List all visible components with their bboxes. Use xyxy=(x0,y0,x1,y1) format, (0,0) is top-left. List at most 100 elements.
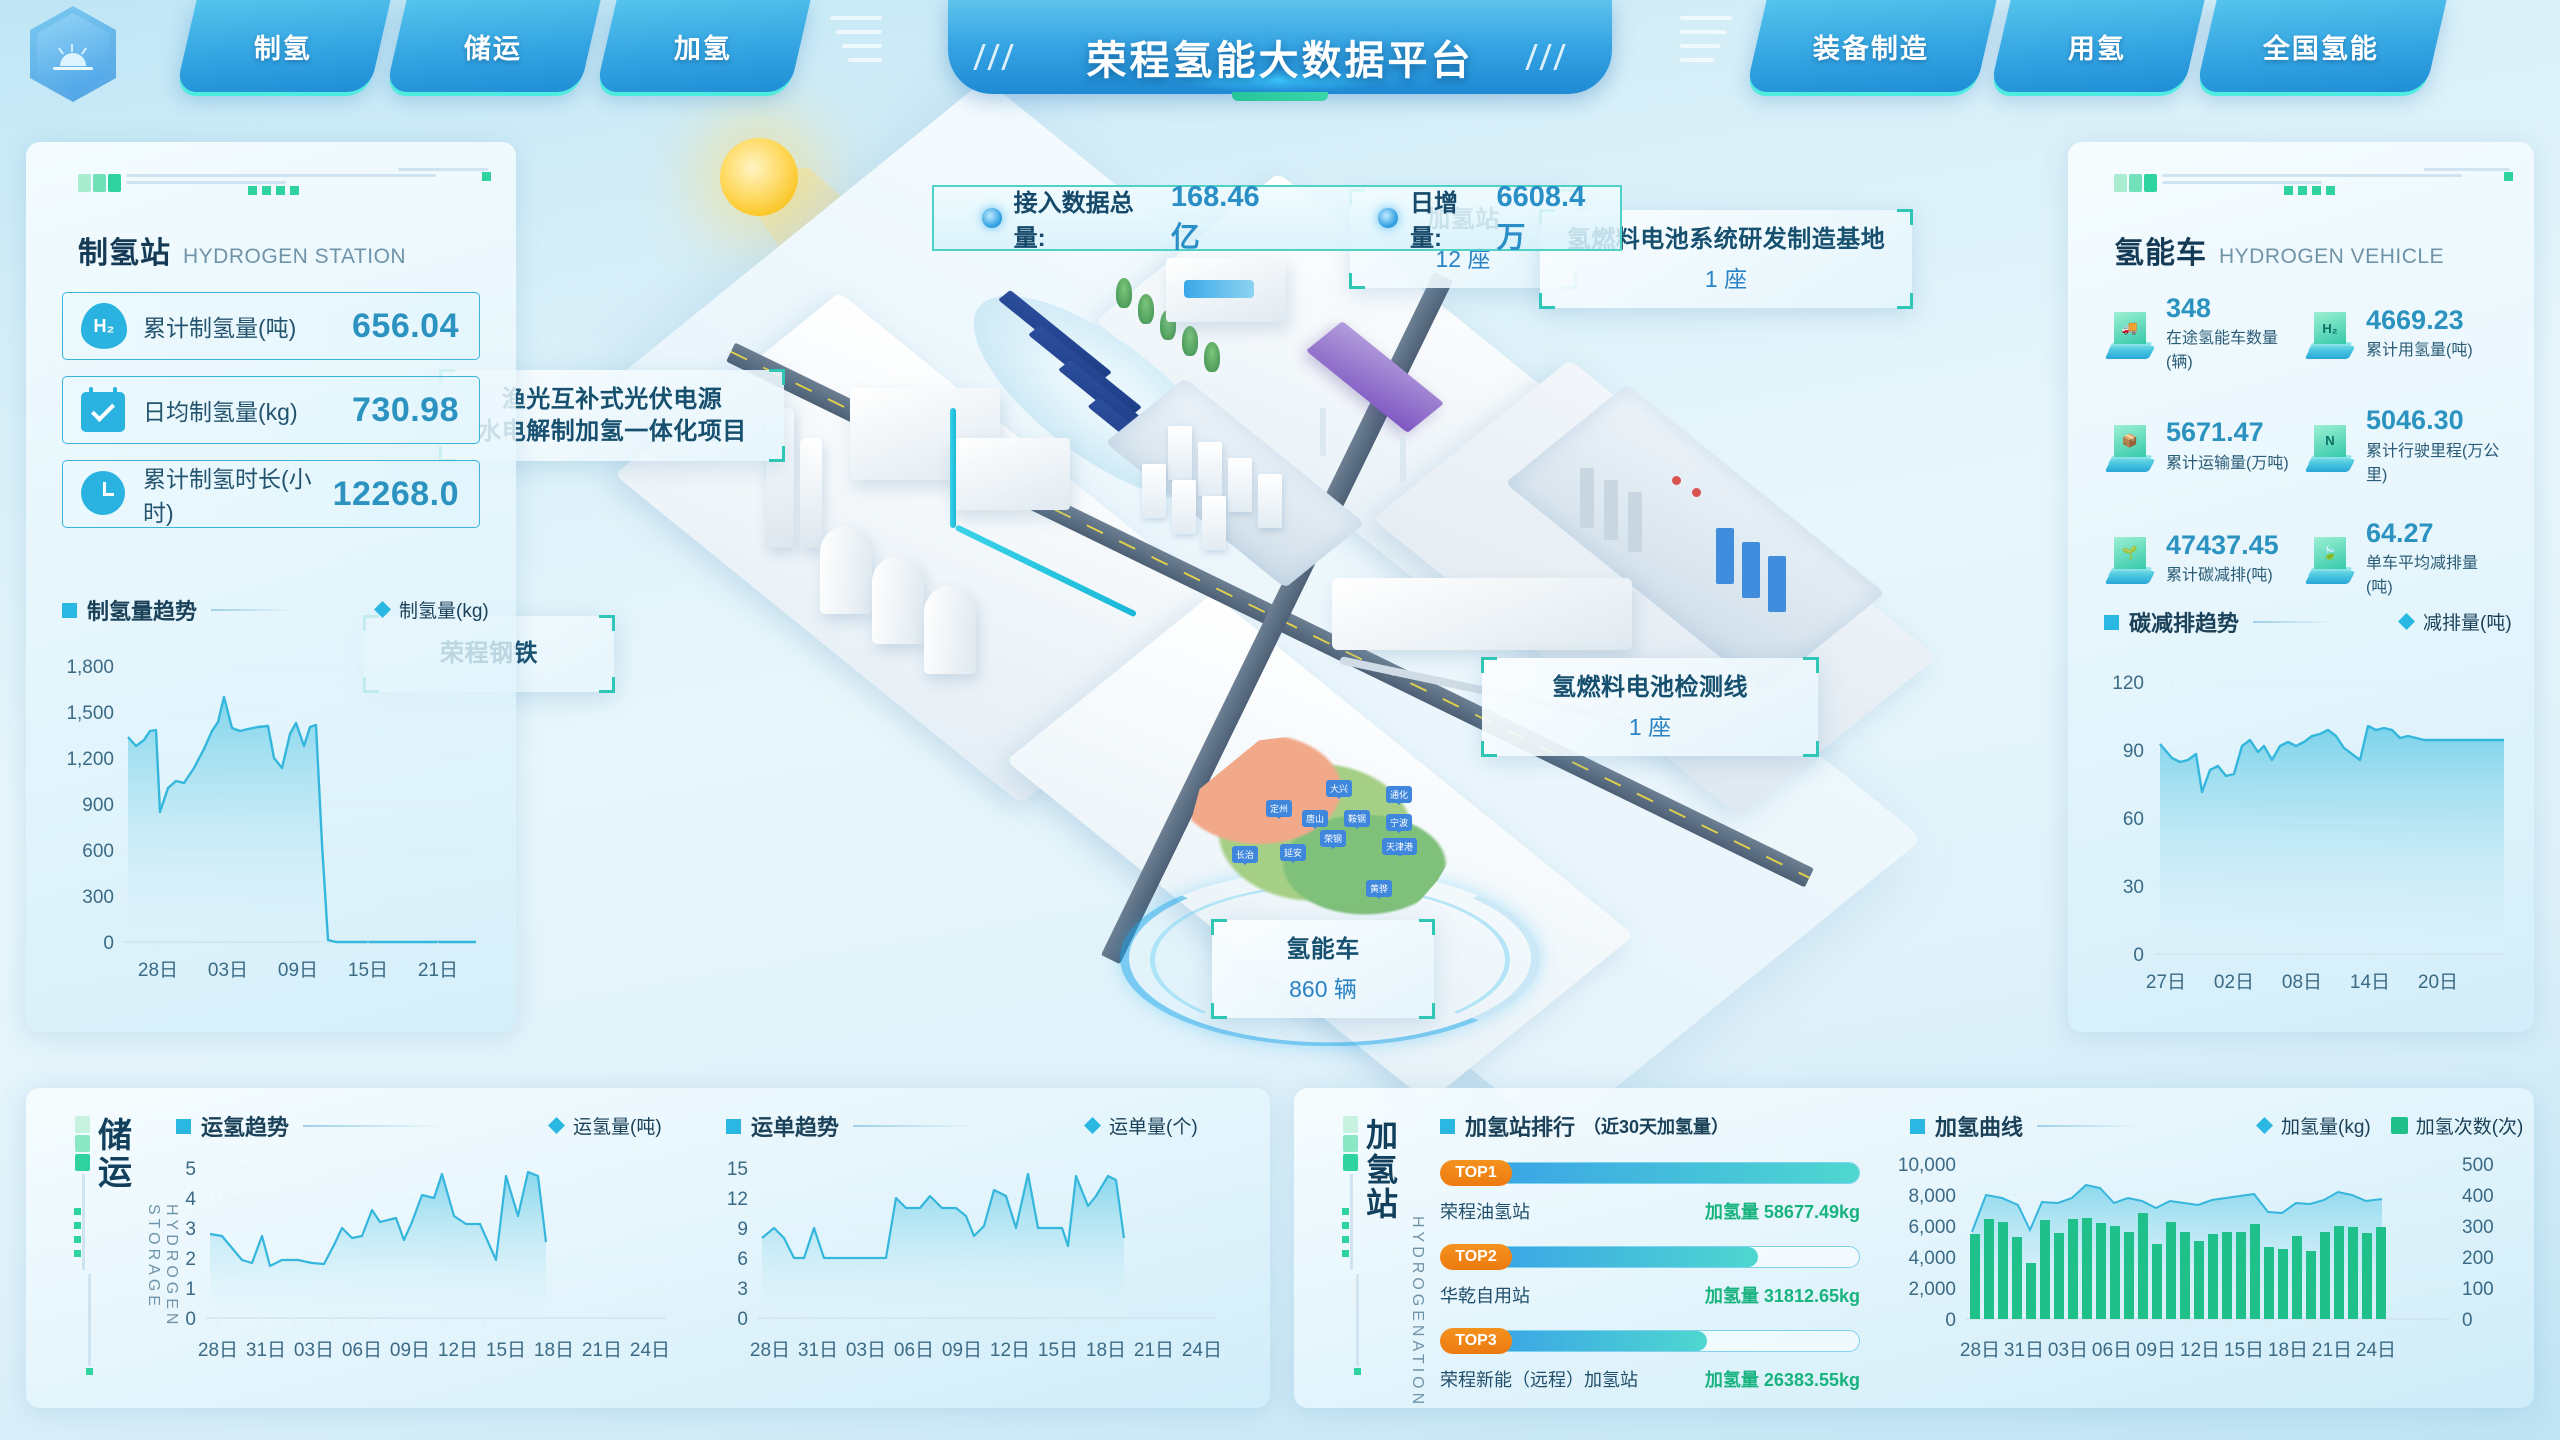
svg-text:03日: 03日 xyxy=(208,960,248,981)
map-pin: 大兴 xyxy=(1326,780,1353,799)
tab-jiaqing[interactable]: 加氢 xyxy=(595,0,811,92)
tab-label: 用氢 xyxy=(2068,33,2126,64)
data-summary-pill: 接入数据总量: 168.46 亿 日增量: 6608.4 万 xyxy=(932,181,1622,254)
canopy-post xyxy=(1400,434,1406,482)
legend-label: 减排量(吨) xyxy=(2423,613,2512,634)
svg-text:300: 300 xyxy=(2462,1217,2494,1238)
hydrogen-pipe xyxy=(950,408,956,528)
storage-tank xyxy=(820,526,872,614)
side-tag-cn: 加氢站 xyxy=(1366,1117,1400,1223)
tab-yongqing[interactable]: 用氢 xyxy=(1989,0,2205,92)
station-vehicle xyxy=(1184,280,1254,298)
svg-text:6,000: 6,000 xyxy=(1908,1217,1956,1238)
station-amount: 加氢量 31812.65kg xyxy=(1704,1286,1860,1306)
tab-zhiqing[interactable]: 制氢 xyxy=(175,0,391,92)
factory-indicator xyxy=(1672,476,1681,485)
map-pin: 长治 xyxy=(1232,846,1259,865)
side-track-decor xyxy=(72,1116,98,1384)
tab-quanguoqingneng[interactable]: 全国氢能 xyxy=(2195,0,2447,92)
svg-text:31日: 31日 xyxy=(798,1340,838,1361)
transport-chart-legend: 运氢量(吨) xyxy=(548,1112,662,1139)
tab-label: 加氢 xyxy=(674,33,732,64)
ranking-item[interactable]: TOP2 华乾自用站 加氢量 31812.65kg xyxy=(1440,1244,1860,1308)
svg-text:5: 5 xyxy=(185,1159,196,1180)
section-marker-icon xyxy=(1440,1118,1455,1134)
callout-hydrogen-vehicle[interactable]: 氢能车 860 辆 xyxy=(1211,919,1435,1019)
callout-line2: 水电解制加氢一体化项目 xyxy=(477,417,747,445)
svg-text:600: 600 xyxy=(82,841,114,862)
legend-marker-icon xyxy=(2398,613,2415,630)
svg-text:900: 900 xyxy=(82,795,114,816)
tab-label: 装备制造 xyxy=(1813,33,1929,64)
map-pin: 鞍钢 xyxy=(1344,810,1371,829)
ranking-fill xyxy=(1497,1163,1859,1183)
svg-text:14日: 14日 xyxy=(2350,972,2390,993)
total-data-value: 168.46 亿 xyxy=(1170,180,1260,254)
electrolyser-unit xyxy=(1258,474,1282,528)
svg-text:12日: 12日 xyxy=(438,1340,478,1361)
callout-fuelcell-testline[interactable]: 氢燃料电池检测线 1 座 xyxy=(1481,657,1819,757)
legend-label-amount: 加氢量(kg) xyxy=(2281,1117,2371,1138)
hydrogen-dome-logo-icon xyxy=(53,43,93,72)
stat-cumulative-mileage: N 5046.30 累计行驶里程(万公里) xyxy=(2302,406,2502,484)
svg-text:0: 0 xyxy=(185,1309,196,1330)
ranking-track xyxy=(1496,1330,1860,1352)
svg-text:18日: 18日 xyxy=(1086,1340,1126,1361)
svg-text:28日: 28日 xyxy=(198,1340,238,1361)
ranking-track xyxy=(1496,1246,1860,1268)
factory-machine xyxy=(1742,542,1760,598)
h2-icon: H₂ xyxy=(81,303,127,349)
waybill-chart: 15 12 9 6 3 0 28日 31日 03日 06日 09日 12日 15… xyxy=(727,1159,1222,1361)
ranking-list: TOP1 荣程油氢站 加氢量 58677.49kg TOP2 华乾自用站 加氢量… xyxy=(1440,1160,1860,1392)
svg-text:2: 2 xyxy=(185,1249,196,1270)
section-marker-icon xyxy=(62,602,77,618)
station-name: 荣程新能（远程）加氢站 xyxy=(1440,1370,1638,1390)
waybill-chart-header: 运单趋势 xyxy=(726,1110,976,1142)
metric-value: 12268.0 xyxy=(332,474,459,513)
cargo-icon: 📦 xyxy=(2102,418,2158,474)
ranking-item[interactable]: TOP1 荣程油氢站 加氢量 58677.49kg xyxy=(1440,1160,1860,1224)
ranking-item[interactable]: TOP3 荣程新能（远程）加氢站 加氢量 26383.55kg xyxy=(1440,1328,1860,1392)
hydrogen-vehicle-panel: 氢能车 HYDROGEN VEHICLE 🚚 348 在途氢能车数量(辆) H₂… xyxy=(2068,142,2534,1032)
title-plate: 荣程氢能大数据平台 xyxy=(930,0,1630,108)
callout-value: 1 座 xyxy=(1628,713,1672,740)
map-pin: 定州 xyxy=(1266,800,1293,819)
metric-cumulative-production: H₂ 累计制氢量(吨) 656.04 xyxy=(62,292,480,360)
side-tag-en: HYDROGEN STORAGE xyxy=(145,1204,180,1329)
electrolyser-unit xyxy=(1228,458,1252,512)
stat-caption: 累计行驶里程(万公里) xyxy=(2366,442,2500,484)
map-pin: 宁波 xyxy=(1386,814,1413,833)
top-navigation-bar: 制氢 储运 加氢 装备制造 用氢 全国氢能 荣程氢能大数据平台 xyxy=(0,0,2560,108)
svg-text:03日: 03日 xyxy=(2048,1340,2088,1361)
side-tag-cn: 储运 xyxy=(98,1117,133,1192)
svg-text:0: 0 xyxy=(2133,945,2144,966)
tab-chuyun[interactable]: 储运 xyxy=(385,0,601,92)
tab-zhuangbeizhizao[interactable]: 装备制造 xyxy=(1745,0,1997,92)
svg-text:20日: 20日 xyxy=(2418,972,2458,993)
bullet-icon xyxy=(982,208,1002,228)
stat-vehicles-on-road: 🚚 348 在途氢能车数量(辆) xyxy=(2102,294,2302,372)
callout-line1: 渔光互补式光伏电源 xyxy=(501,386,723,413)
svg-text:1: 1 xyxy=(185,1279,196,1300)
calendar-check-icon xyxy=(81,387,127,433)
section-marker-icon xyxy=(176,1118,191,1134)
electrolyser-unit xyxy=(1168,426,1192,480)
map-pin: 唐山 xyxy=(1302,810,1329,829)
hydrogenation-curve-header: 加氢曲线 xyxy=(1910,1110,2140,1142)
stat-caption: 单车平均减排量(吨) xyxy=(2366,555,2479,597)
svg-text:15日: 15日 xyxy=(2224,1340,2264,1361)
svg-text:24日: 24日 xyxy=(1182,1340,1222,1361)
tab-label: 制氢 xyxy=(254,33,312,64)
legend-label: 运氢量(吨) xyxy=(573,1117,662,1138)
svg-text:4: 4 xyxy=(185,1189,196,1210)
panel-title-cn: 制氢站 xyxy=(78,237,171,270)
svg-text:06日: 06日 xyxy=(894,1340,934,1361)
rank-badge: TOP1 xyxy=(1440,1160,1512,1186)
svg-text:24日: 24日 xyxy=(2356,1340,2396,1361)
tab-label: 全国氢能 xyxy=(2263,33,2379,64)
stat-value: 5671.47 xyxy=(2166,417,2264,448)
electrolyser-unit xyxy=(1172,480,1196,534)
svg-text:60: 60 xyxy=(2123,809,2144,830)
legend-label: 制氢量(kg) xyxy=(399,601,489,622)
storage-tank xyxy=(924,586,976,674)
